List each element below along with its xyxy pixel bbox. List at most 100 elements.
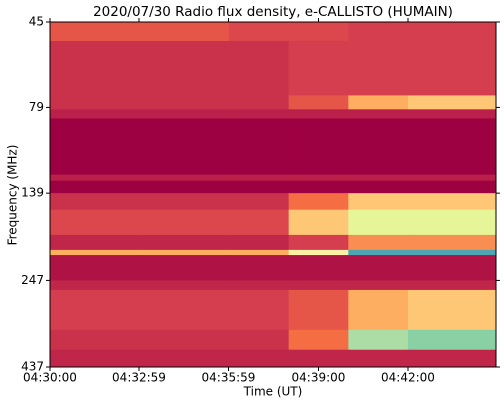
heatmap-cell bbox=[228, 234, 290, 251]
heatmap-cell bbox=[407, 255, 497, 281]
heatmap-cell bbox=[50, 22, 140, 42]
heatmap-cell bbox=[50, 234, 140, 251]
heatmap-cell bbox=[407, 234, 497, 251]
heatmap-cell bbox=[228, 209, 290, 236]
heatmap-cell bbox=[288, 249, 349, 256]
heatmap-cell bbox=[228, 118, 290, 176]
heatmap-cell bbox=[50, 193, 140, 211]
heatmap-cell bbox=[407, 280, 497, 291]
heatmap-cell bbox=[288, 109, 349, 120]
y-tick-label: 45 bbox=[29, 15, 44, 29]
x-axis-label: Time (UT) bbox=[243, 385, 303, 399]
x-tick-label: 04:30:00 bbox=[23, 371, 77, 385]
heatmap-cell bbox=[50, 209, 140, 236]
heatmap-cell bbox=[50, 118, 140, 176]
heatmap-cell bbox=[139, 22, 230, 42]
heatmap-cell bbox=[50, 95, 140, 110]
heatmap-cell bbox=[288, 234, 349, 251]
heatmap-cell bbox=[228, 180, 290, 194]
heatmap-cell bbox=[407, 22, 497, 42]
heatmap-cell bbox=[348, 174, 409, 182]
heatmap-cell bbox=[139, 234, 230, 251]
heatmap-cell bbox=[288, 180, 349, 194]
x-tick-label: 04:39:00 bbox=[292, 371, 346, 385]
heatmap-cell bbox=[288, 118, 349, 176]
heatmap-cell bbox=[288, 289, 349, 331]
heatmap-cell bbox=[288, 22, 349, 42]
chart-title: 2020/07/30 Radio flux density, e-CALLIST… bbox=[93, 4, 453, 20]
heatmap-cell bbox=[228, 109, 290, 120]
heatmap-cell bbox=[348, 180, 409, 194]
heatmap-cell bbox=[348, 280, 409, 291]
heatmap-cell bbox=[228, 22, 290, 42]
heatmap-cell bbox=[348, 349, 409, 368]
heatmap-cell bbox=[50, 349, 140, 368]
heatmap-cell bbox=[407, 209, 497, 236]
heatmap-cell bbox=[348, 255, 409, 281]
heatmap-cell bbox=[228, 349, 290, 368]
x-tick-label: 04:42:00 bbox=[381, 371, 435, 385]
heatmap-cell bbox=[288, 255, 349, 281]
heatmap-cell bbox=[50, 109, 140, 120]
heatmap-cell bbox=[139, 289, 230, 331]
y-tick-label: 247 bbox=[21, 273, 44, 287]
heatmap-cell bbox=[288, 329, 349, 351]
heatmap-cell bbox=[50, 249, 140, 256]
heatmap-cell bbox=[228, 40, 290, 96]
heatmap-cell bbox=[50, 289, 140, 331]
heatmap-cell bbox=[348, 40, 409, 96]
heatmap-cell bbox=[348, 329, 409, 351]
heatmap-cell bbox=[139, 249, 230, 256]
heatmap-cell bbox=[288, 95, 349, 110]
y-axis-label: Frequency (MHz) bbox=[6, 145, 20, 246]
heatmap-cell bbox=[228, 289, 290, 331]
heatmap-cell bbox=[139, 255, 230, 281]
heatmap-cell bbox=[50, 329, 140, 351]
heatmap-cell bbox=[139, 193, 230, 211]
heatmap-cell bbox=[288, 349, 349, 368]
heatmap-cell bbox=[288, 280, 349, 291]
plot-frame bbox=[49, 21, 497, 368]
heatmap-cell bbox=[407, 174, 497, 182]
heatmap-cell bbox=[348, 234, 409, 251]
heatmap-cell bbox=[139, 180, 230, 194]
heatmap-cell bbox=[50, 174, 140, 182]
heatmap-cell bbox=[407, 349, 497, 368]
heatmap-cell bbox=[139, 209, 230, 236]
heatmap-cell bbox=[348, 289, 409, 331]
heatmap-cell bbox=[139, 174, 230, 182]
heatmap-cell bbox=[348, 249, 409, 256]
heatmap-cell bbox=[348, 22, 409, 42]
heatmap-cell bbox=[228, 174, 290, 182]
heatmap-cell bbox=[228, 95, 290, 110]
heatmap-cell bbox=[407, 289, 497, 331]
heatmap-cell bbox=[407, 109, 497, 120]
x-tick-label: 04:35:59 bbox=[202, 371, 256, 385]
heatmap-cell bbox=[228, 280, 290, 291]
heatmap-cell bbox=[288, 174, 349, 182]
heatmap-cell bbox=[407, 193, 497, 211]
heatmap-cell bbox=[288, 193, 349, 211]
heatmap-cell bbox=[288, 40, 349, 96]
heatmap-cell bbox=[228, 255, 290, 281]
heatmap-cell bbox=[407, 249, 497, 256]
heatmap-cell bbox=[139, 40, 230, 96]
heatmap-cell bbox=[407, 40, 497, 96]
heatmap bbox=[50, 22, 497, 368]
heatmap-cell bbox=[407, 180, 497, 194]
x-tick-label: 04:32:59 bbox=[112, 371, 166, 385]
heatmap-cell bbox=[228, 329, 290, 351]
heatmap-cell bbox=[228, 249, 290, 256]
heatmap-cell bbox=[139, 95, 230, 110]
heatmap-cell bbox=[50, 255, 140, 281]
heatmap-cell bbox=[228, 193, 290, 211]
heatmap-cell bbox=[348, 209, 409, 236]
heatmap-cell bbox=[348, 95, 409, 110]
heatmap-cell bbox=[139, 109, 230, 120]
heatmap-cell bbox=[139, 280, 230, 291]
heatmap-cell bbox=[348, 109, 409, 120]
heatmap-cell bbox=[50, 180, 140, 194]
heatmap-cell bbox=[407, 118, 497, 176]
heatmap-cell bbox=[139, 349, 230, 368]
